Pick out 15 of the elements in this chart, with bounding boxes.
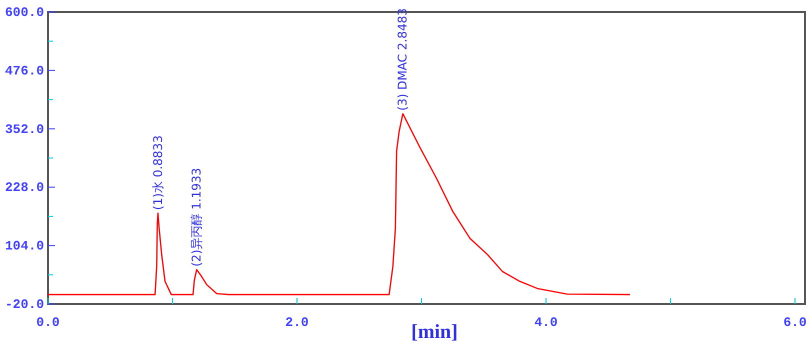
x-tick-label: 2.0 xyxy=(285,315,309,330)
annotation: (2)异丙醇 1.1933 xyxy=(190,168,204,267)
line-series xyxy=(47,113,630,296)
y-tick-label: 228.0 xyxy=(4,180,44,196)
x-tick-label: 6.0 xyxy=(783,315,807,330)
annotation: (3) DMAC 2.8483 xyxy=(396,8,410,111)
x-tick-label: 0.0 xyxy=(36,315,60,330)
y-tick-label: 104.0 xyxy=(4,238,44,254)
x-axis-title: [min] xyxy=(411,321,458,342)
y-tick-label: 476.0 xyxy=(4,63,44,78)
annotation: (1)水 0.8833 xyxy=(150,135,165,210)
y-tick-label: 352.0 xyxy=(4,122,44,137)
x-tick-label: 4.0 xyxy=(534,315,558,330)
y-tick-label: -20.0 xyxy=(4,297,44,312)
y-tick-label: 600.0 xyxy=(4,5,44,20)
